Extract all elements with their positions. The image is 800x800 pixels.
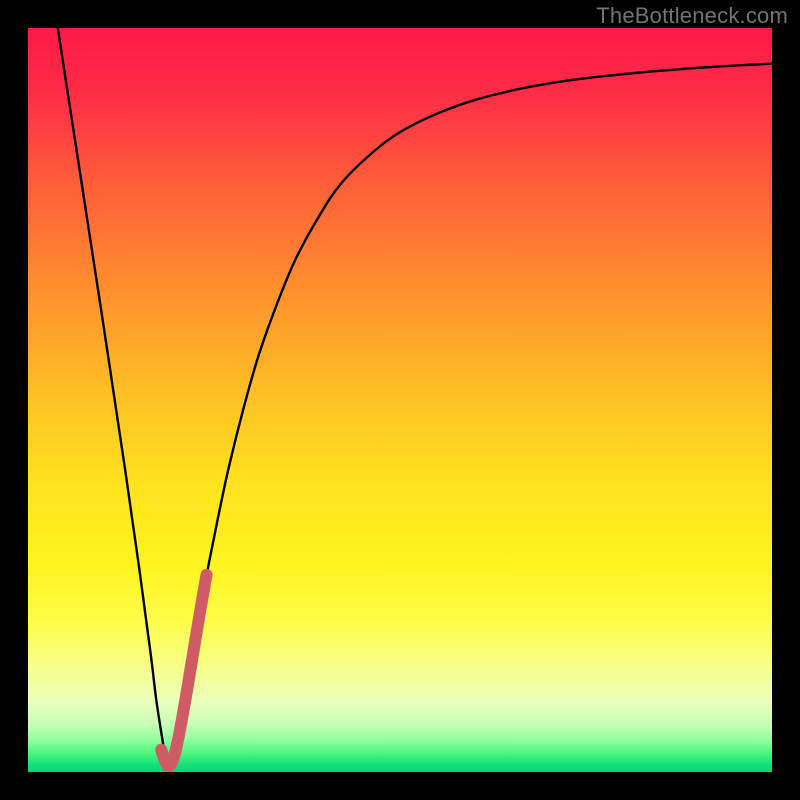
- bottleneck-chart: [28, 28, 772, 772]
- watermark-text: TheBottleneck.com: [596, 3, 788, 29]
- chart-background: [28, 28, 772, 772]
- chart-svg: [28, 28, 772, 772]
